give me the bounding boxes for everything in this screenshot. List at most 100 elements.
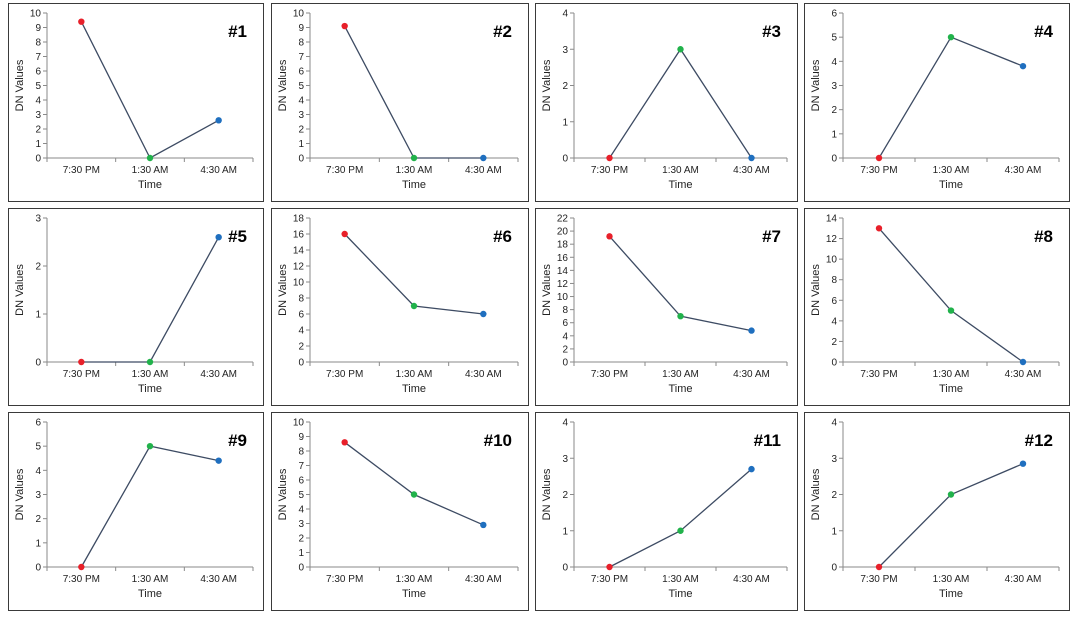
data-point: [410, 154, 418, 162]
x-tick-label: 7:30 PM: [860, 165, 897, 176]
chart-panel-2: 0 1 2 3 4 5 6 7 8 9 10 7:30 PM 1:30 AM 4:30 AM Time DN …: [271, 3, 529, 202]
y-tick-label: 8: [562, 305, 568, 316]
panel-label: #3: [762, 22, 781, 41]
series-line: [80, 21, 219, 159]
x-tick-label: 7:30 PM: [591, 165, 628, 176]
y-tick-label: 3: [562, 45, 568, 56]
series-line: [608, 48, 753, 159]
data-point: [410, 491, 418, 498]
y-tick-label: 1: [562, 526, 568, 537]
panel-label: #2: [493, 22, 512, 41]
y-tick-label: 4: [831, 418, 837, 429]
y-tick-label: 5: [298, 490, 304, 501]
chart-svg: 0 1 2 3 4 5 6 7 8 9 10 7:30 PM 1:30 AM 4:30 AM Time DN …: [14, 9, 254, 191]
x-tick-label: 1:30 AM: [132, 574, 169, 585]
x-tick-label: 4:30 AM: [200, 574, 237, 585]
x-tick-label: 1:30 AM: [933, 165, 970, 176]
series-line: [344, 25, 484, 159]
y-axis-title: DN Values: [810, 59, 822, 111]
y-tick-label: 4: [35, 466, 41, 477]
y-tick-label: 5: [35, 442, 41, 453]
y-tick-label: 5: [831, 33, 837, 44]
series-line: [609, 468, 752, 568]
x-tick-label: 1:30 AM: [662, 574, 699, 585]
x-tick-label: 7:30 PM: [591, 574, 628, 585]
x-tick-label: 4:30 AM: [733, 369, 770, 380]
series-line: [878, 36, 1024, 159]
panel-label: #6: [493, 227, 512, 246]
data-point: [341, 230, 348, 238]
y-tick-label: 0: [35, 358, 41, 369]
panel-label: #10: [484, 431, 512, 450]
data-point: [606, 154, 613, 162]
y-tick-label: 9: [298, 23, 304, 34]
chart-svg: 0 2 4 6 8 10 12 14 7:30 PM 1:30 AM 4:30 AM Time DN V…: [810, 214, 1060, 395]
y-tick-label: 1: [298, 139, 304, 150]
y-tick-label: 10: [557, 292, 569, 303]
data-point: [677, 527, 684, 534]
x-axis-title: Time: [668, 179, 692, 191]
chart-svg: 0 1 2 3 7:30 PM 1:30 AM 4:30 AM Time DN Values #5: [14, 214, 254, 395]
y-axis-title: DN Values: [810, 264, 822, 316]
y-tick-label: 1: [298, 548, 304, 559]
x-tick-label: 4:30 AM: [465, 369, 502, 380]
chart-svg: 0 1 2 3 4 7:30 PM 1:30 AM 4:30 AM Time DN Values #…: [541, 9, 788, 191]
data-point: [947, 33, 955, 41]
y-tick-label: 12: [293, 262, 305, 273]
chart-panel-6: 0 2 4 6 8 10 12 14 16 18 7:30 PM 1:30 AM 4:30 AM Time…: [271, 208, 529, 406]
data-point: [78, 18, 85, 25]
series-line: [344, 233, 484, 315]
y-tick-label: 3: [562, 454, 568, 465]
data-point: [1019, 460, 1027, 467]
series-line: [878, 227, 1024, 363]
y-tick-label: 0: [298, 563, 304, 574]
panel-label: #4: [1034, 22, 1053, 41]
y-tick-label: 2: [35, 514, 41, 525]
x-tick-label: 1:30 AM: [933, 369, 970, 380]
panel-label: #7: [762, 227, 781, 246]
x-tick-label: 7:30 PM: [63, 165, 100, 176]
x-tick-label: 7:30 PM: [326, 369, 363, 380]
y-tick-label: 8: [298, 38, 304, 49]
x-tick-label: 7:30 PM: [326, 165, 363, 176]
panel-label: #8: [1034, 227, 1053, 246]
x-axis-title: Time: [402, 588, 426, 600]
data-point: [78, 358, 85, 366]
y-axis-title: DN Values: [277, 59, 289, 111]
y-tick-label: 8: [298, 294, 304, 305]
x-tick-label: 1:30 AM: [933, 574, 970, 585]
data-point: [677, 312, 684, 320]
y-tick-label: 3: [35, 490, 41, 501]
y-axis-title: DN Values: [541, 59, 553, 111]
chart-svg: 0 2 4 6 8 10 12 14 16 18 20 22 7:30 PM 1:30 AM 4:30 AM…: [541, 214, 788, 395]
chart-svg: 0 1 2 3 4 7:30 PM 1:30 AM 4:30 AM Time DN Values #…: [541, 418, 788, 600]
y-tick-label: 0: [35, 563, 41, 574]
x-tick-label: 1:30 AM: [662, 369, 699, 380]
x-tick-label: 7:30 PM: [860, 574, 897, 585]
x-axis-title: Time: [402, 179, 426, 191]
y-tick-label: 0: [831, 563, 837, 574]
y-tick-label: 4: [298, 326, 304, 337]
y-tick-label: 8: [35, 38, 41, 49]
chart-panel-11: 0 1 2 3 4 7:30 PM 1:30 AM 4:30 AM Time DN Values #…: [535, 412, 798, 611]
y-tick-label: 16: [557, 253, 569, 264]
y-tick-label: 10: [293, 278, 305, 289]
data-point: [947, 307, 955, 314]
y-axis-title: DN Values: [541, 468, 553, 520]
panel-label: #1: [228, 22, 247, 41]
chart-panel-9: 0 1 2 3 4 5 6 7:30 PM 1:30 AM 4:30 AM Time DN Value…: [8, 412, 264, 611]
data-point: [875, 563, 883, 571]
data-point: [215, 234, 222, 241]
chart-panel-10: 0 1 2 3 4 5 6 7 8 9 10 7:30 PM 1:30 AM 4:30 AM Time DN …: [271, 412, 529, 611]
chart-panel-7: 0 2 4 6 8 10 12 14 16 18 20 22 7:30 PM 1:30 AM 4:30 AM…: [535, 208, 798, 406]
y-tick-label: 0: [298, 154, 304, 165]
y-tick-label: 14: [293, 246, 305, 257]
x-axis-title: Time: [939, 383, 963, 395]
y-tick-label: 6: [831, 9, 837, 20]
y-tick-label: 7: [298, 52, 304, 63]
y-tick-label: 3: [831, 81, 837, 92]
x-axis-title: Time: [138, 383, 162, 395]
y-tick-label: 20: [557, 227, 569, 238]
chart-svg: 0 1 2 3 4 5 6 7:30 PM 1:30 AM 4:30 AM Time DN Value…: [810, 9, 1060, 191]
x-tick-label: 1:30 AM: [132, 369, 169, 380]
